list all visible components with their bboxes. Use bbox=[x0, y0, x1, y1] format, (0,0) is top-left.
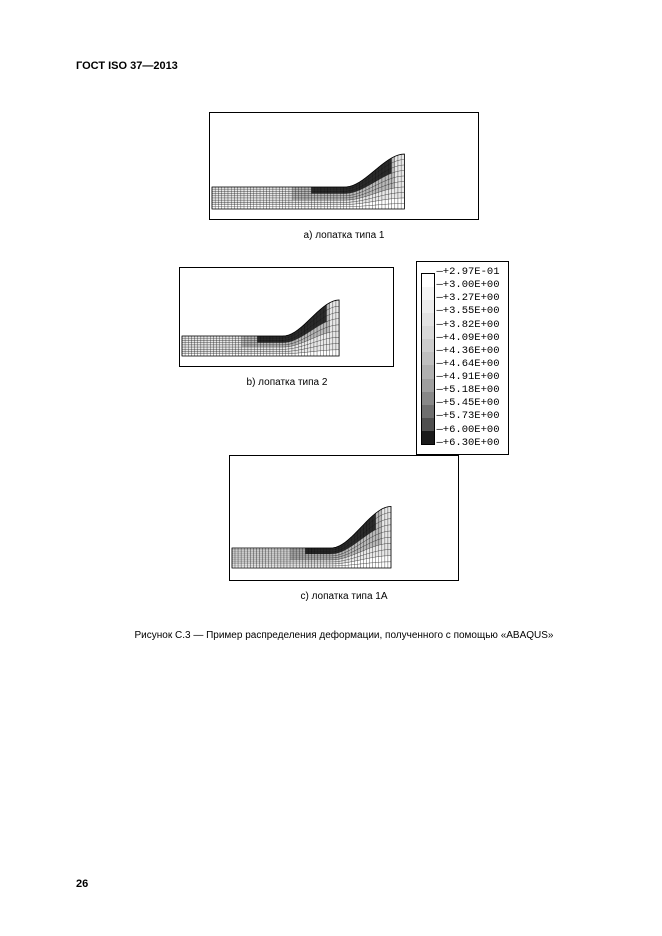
legend-value: —+3.55E+00 bbox=[436, 305, 499, 318]
figure-a-frame bbox=[209, 112, 479, 220]
legend-segment bbox=[422, 274, 434, 287]
legend-value: —+5.73E+00 bbox=[436, 410, 499, 423]
document-header: ГОСТ ISO 37—2013 bbox=[76, 60, 612, 72]
caption-b: b) лопатка типа 2 bbox=[247, 377, 328, 388]
legend-segment bbox=[422, 287, 434, 300]
legend-value: —+5.45E+00 bbox=[436, 397, 499, 410]
mesh-diagram-a bbox=[210, 113, 479, 220]
legend-segment bbox=[422, 392, 434, 405]
mesh-diagram-b bbox=[180, 268, 394, 367]
figure-a-block: a) лопатка типа 1 bbox=[76, 112, 612, 261]
page-number: 26 bbox=[76, 878, 88, 890]
figure-title: Рисунок C.3 — Пример распределения дефор… bbox=[76, 630, 612, 641]
legend-value: —+6.30E+00 bbox=[436, 437, 499, 450]
figure-b-row: b) лопатка типа 2 —+2.97E-01—+3.00E+00—+… bbox=[76, 267, 612, 455]
legend-segment bbox=[422, 431, 434, 444]
legend-value: —+4.36E+00 bbox=[436, 345, 499, 358]
legend-value: —+2.97E-01 bbox=[436, 266, 499, 279]
legend-value: —+4.09E+00 bbox=[436, 332, 499, 345]
legend-value: —+6.00E+00 bbox=[436, 424, 499, 437]
legend-segment bbox=[422, 379, 434, 392]
legend-segment bbox=[422, 365, 434, 378]
legend-color-bar bbox=[421, 273, 435, 445]
caption-a: a) лопатка типа 1 bbox=[304, 230, 385, 241]
caption-c: c) лопатка типа 1А bbox=[300, 591, 387, 602]
figure-c-block: c) лопатка типа 1А bbox=[76, 455, 612, 622]
legend-box: —+2.97E-01—+3.00E+00—+3.27E+00—+3.55E+00… bbox=[416, 261, 508, 455]
legend-value: —+4.64E+00 bbox=[436, 358, 499, 371]
legend-segment bbox=[422, 405, 434, 418]
legend-segment bbox=[422, 418, 434, 431]
legend-value: —+3.00E+00 bbox=[436, 279, 499, 292]
mesh-diagram-c bbox=[230, 456, 459, 581]
legend-labels: —+2.97E-01—+3.00E+00—+3.27E+00—+3.55E+00… bbox=[436, 266, 499, 450]
legend-value: —+3.27E+00 bbox=[436, 292, 499, 305]
legend-segment bbox=[422, 313, 434, 326]
legend-value: —+3.82E+00 bbox=[436, 319, 499, 332]
legend-value: —+4.91E+00 bbox=[436, 371, 499, 384]
figure-b-frame bbox=[179, 267, 394, 367]
legend-segment bbox=[422, 300, 434, 313]
legend-segment bbox=[422, 326, 434, 339]
figure-c-frame bbox=[229, 455, 459, 581]
legend-segment bbox=[422, 339, 434, 352]
legend-segment bbox=[422, 352, 434, 365]
legend-value: —+5.18E+00 bbox=[436, 384, 499, 397]
